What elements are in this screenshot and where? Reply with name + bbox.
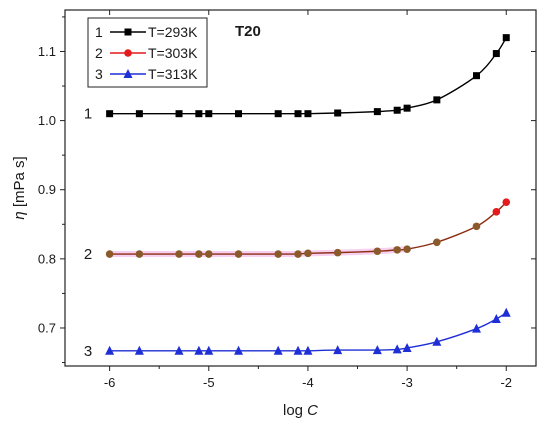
series-layer: 1 2 3: [84, 34, 511, 360]
legend: 1 T=293K 2 T=303K 3 T=313K: [87, 17, 208, 88]
legend-marker: [123, 69, 133, 78]
series-3-point: [293, 345, 303, 355]
series-3-point: [472, 323, 482, 333]
series-2-point: [403, 245, 411, 253]
y-tick-label: 0.8: [38, 251, 56, 266]
series-3: 3: [84, 307, 511, 360]
chart-annotation: T20: [235, 23, 261, 40]
series-2-point: [135, 250, 144, 258]
series-1-point: [373, 108, 381, 116]
y-tick-label: 0.9: [38, 182, 56, 197]
series-1-point: [274, 110, 282, 118]
y-axis-label-main: [mPa s]: [11, 156, 28, 211]
series-2-point: [433, 238, 441, 247]
legend-box: [87, 17, 208, 88]
curve-label-1: 1: [84, 106, 92, 123]
series-3-point: [134, 345, 144, 355]
series-2-point: [502, 198, 511, 206]
series-1: 1: [84, 34, 510, 123]
series-3-point: [333, 345, 343, 355]
series-3-point: [491, 313, 501, 323]
series-1-point: [195, 110, 203, 118]
series-1-point: [294, 110, 302, 118]
series-2-point: [105, 250, 114, 258]
legend-item-2: 2 T=303K: [95, 45, 198, 61]
y-tick-label: 1.0: [38, 113, 56, 128]
legend-label: T=303K: [148, 45, 198, 61]
legend-number: 3: [95, 66, 103, 82]
x-tick-label: -2: [500, 375, 512, 390]
x-axis-label-italic: C: [307, 402, 318, 419]
series-2: 2: [84, 198, 511, 263]
x-tick-label: -4: [302, 375, 314, 390]
series-3-point: [432, 336, 442, 346]
legend-label: T=313K: [148, 66, 198, 82]
series-1-point: [135, 110, 143, 118]
legend-label: T=293K: [148, 24, 198, 40]
series-1-point: [502, 34, 510, 42]
series-1-point: [304, 110, 312, 118]
series-3-point: [303, 345, 313, 355]
series-1-point: [403, 104, 411, 112]
series-1-point: [433, 96, 441, 104]
series-2-point: [304, 249, 312, 258]
legend-item-1: 1 T=293K: [95, 24, 198, 40]
series-3-point: [501, 307, 511, 317]
series-1-point: [175, 110, 183, 118]
series-2-point: [195, 250, 203, 258]
series-1-point: [235, 110, 243, 118]
series-3-point: [402, 343, 412, 353]
series-2-point: [294, 250, 302, 258]
series-2-point: [234, 250, 243, 258]
legend-number: 2: [95, 45, 103, 61]
series-2-point: [333, 248, 342, 257]
series-2-point: [204, 250, 213, 258]
series-1-point: [393, 106, 401, 114]
legend-item-3: 3 T=313K: [95, 66, 198, 82]
curve-label-2: 2: [84, 246, 92, 263]
y-axis-label-italic: η: [11, 211, 28, 219]
x-tick-label: -6: [104, 375, 116, 390]
series-3-point: [204, 345, 214, 355]
y-tick-label: 0.7: [38, 320, 56, 335]
series-2-point: [393, 246, 401, 254]
series-2-point: [373, 247, 382, 256]
legend-marker: [124, 49, 132, 57]
legend-number: 1: [95, 24, 103, 40]
series-3-point: [234, 345, 244, 355]
series-3-point: [392, 344, 402, 354]
axes-layer: -6 -5 -4 -3 -2 0.7 0.8 0.9 1.0 1.1: [38, 9, 537, 390]
legend-marker: [124, 28, 132, 36]
series-2-point: [492, 208, 501, 216]
series-2-point: [472, 222, 481, 231]
series-2-point: [274, 250, 282, 258]
y-tick-label: 1.1: [38, 44, 56, 59]
series-1-point: [492, 50, 500, 58]
curve-label-3: 3: [84, 343, 92, 360]
series-1-point: [473, 72, 481, 80]
x-tick-label: -5: [203, 375, 215, 390]
series-3-point: [372, 345, 382, 355]
series-3-point: [194, 345, 204, 355]
x-tick-label: -3: [401, 375, 413, 390]
series-3-point: [105, 345, 115, 355]
plot-frame: [64, 9, 537, 367]
series-2-point: [175, 250, 183, 258]
x-axis-label-main: log: [283, 402, 307, 419]
series-1-point: [334, 109, 342, 117]
x-axis-label: log C: [283, 402, 318, 419]
series-1-point: [205, 110, 213, 118]
series-3-point: [174, 345, 184, 355]
y-axis-label: η [mPa s]: [11, 156, 28, 219]
series-1-point: [106, 110, 114, 118]
series-3-point: [273, 345, 283, 355]
